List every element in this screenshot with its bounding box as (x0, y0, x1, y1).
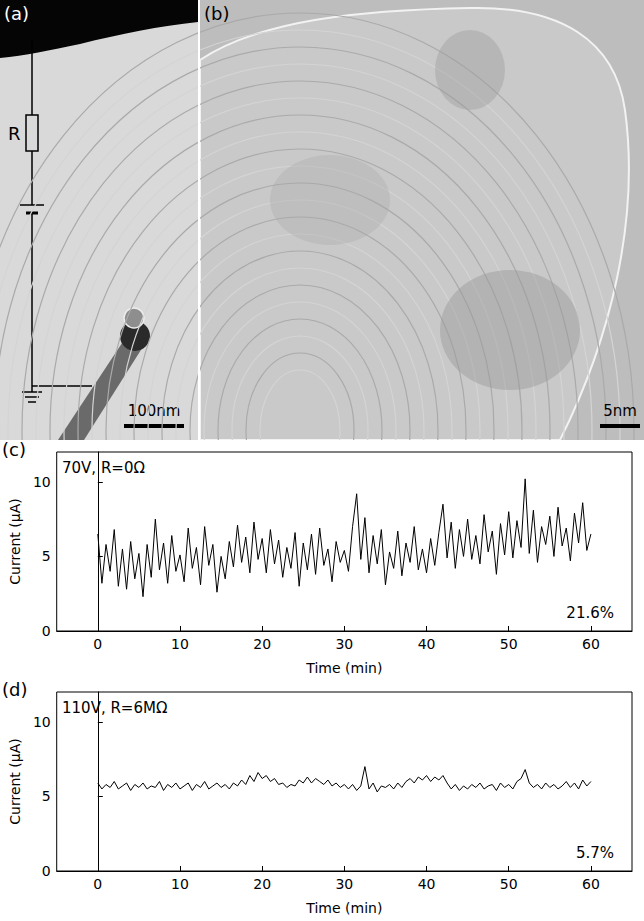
svg-text:Time (min): Time (min) (305, 900, 382, 916)
svg-text:0: 0 (42, 623, 51, 639)
svg-text:0: 0 (93, 636, 102, 652)
svg-text:30: 30 (335, 876, 353, 892)
svg-text:(b): (b) (204, 3, 229, 24)
svg-text:50: 50 (500, 876, 518, 892)
svg-text:50: 50 (500, 636, 518, 652)
svg-text:110V, R=6MΩ: 110V, R=6MΩ (62, 699, 167, 717)
svg-text:5.7%: 5.7% (576, 844, 614, 862)
svg-text:40: 40 (418, 876, 436, 892)
svg-text:10: 10 (171, 636, 189, 652)
svg-text:(d): (d) (2, 680, 27, 700)
svg-text:10: 10 (33, 714, 51, 730)
svg-text:Current (μA): Current (μA) (7, 498, 23, 584)
svg-text:(a): (a) (4, 3, 29, 24)
svg-text:R: R (8, 123, 21, 144)
svg-text:(c): (c) (2, 440, 26, 460)
svg-text:5: 5 (42, 788, 51, 804)
svg-text:70V, R=0Ω: 70V, R=0Ω (62, 459, 145, 477)
svg-text:100nm: 100nm (127, 402, 181, 420)
svg-text:0: 0 (42, 863, 51, 879)
svg-text:30: 30 (335, 636, 353, 652)
svg-text:10: 10 (33, 474, 51, 490)
svg-text:10: 10 (171, 876, 189, 892)
svg-text:40: 40 (418, 636, 436, 652)
svg-text:Time (min): Time (min) (305, 660, 382, 676)
svg-text:0: 0 (93, 876, 102, 892)
svg-text:60: 60 (582, 876, 600, 892)
svg-text:5: 5 (42, 548, 51, 564)
svg-text:21.6%: 21.6% (566, 604, 614, 622)
svg-text:20: 20 (253, 876, 271, 892)
svg-text:Current (μA): Current (μA) (7, 738, 23, 824)
svg-text:20: 20 (253, 636, 271, 652)
svg-text:60: 60 (582, 636, 600, 652)
svg-text:5nm: 5nm (603, 402, 637, 420)
